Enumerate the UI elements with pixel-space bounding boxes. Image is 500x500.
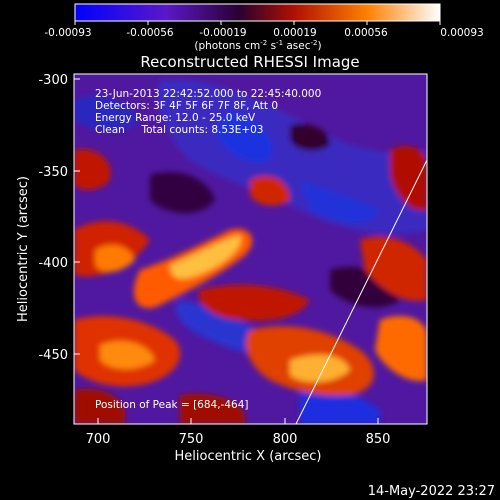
- colorbar-tick-label: 0.00019: [273, 27, 316, 39]
- y-axis-ticks: [74, 78, 80, 355]
- colorbar-tick-label: 0.00056: [344, 27, 388, 39]
- info-clean-counts: Clean Total counts: 8.53E+03: [95, 124, 264, 136]
- solar-limb-line: [295, 159, 427, 424]
- colorbar-units: (photons cm-2 s-1 asec-2): [194, 39, 321, 52]
- x-tick-label: 700: [86, 432, 111, 447]
- y-tick-label: -350: [38, 165, 68, 180]
- x-axis-ticks: [97, 418, 379, 424]
- info-time-range: 23-Jun-2013 22:42:52.000 to 22:45:40.000: [95, 88, 321, 100]
- y-tick-label: -300: [38, 73, 68, 88]
- peak-position-text: Position of Peak = [684,-464]: [95, 399, 249, 411]
- x-tick-label: 750: [179, 432, 204, 447]
- x-axis-label: Heliocentric X (arcsec): [175, 449, 322, 464]
- colorbar-ticks: [74, 21, 441, 25]
- y-tick-label: -400: [38, 256, 68, 271]
- x-tick-label: 850: [366, 432, 391, 447]
- rhessi-image: [74, 74, 427, 424]
- plot-frame: [73, 73, 428, 425]
- colorbar-tick-label: 0.00093: [440, 27, 483, 39]
- colorbar: [74, 3, 441, 22]
- footer-timestamp: 14-May-2022 23:27: [368, 484, 495, 499]
- info-energy-range: Energy Range: 12.0 - 25.0 keV: [95, 112, 256, 124]
- colorbar-tick-label: -0.00019: [199, 27, 246, 39]
- y-axis-label: Heliocentric Y (arcsec): [16, 176, 31, 322]
- plot-title: Reconstructed RHESSI Image: [140, 53, 359, 71]
- info-detectors: Detectors: 3F 4F 5F 6F 7F 8F, Att 0: [95, 100, 278, 112]
- y-tick-label: -450: [38, 348, 68, 363]
- colorbar-tick-label: -0.00056: [126, 27, 174, 39]
- colorbar-tick-label: -0.00093: [44, 27, 91, 39]
- x-tick-label: 800: [273, 432, 298, 447]
